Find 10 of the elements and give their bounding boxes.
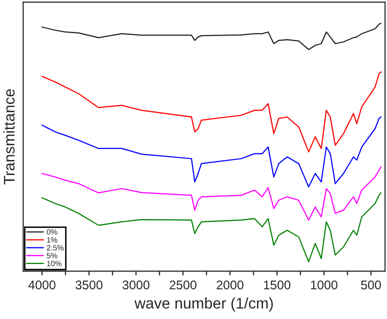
x-tick-label: 1000: [311, 280, 338, 290]
x-tick-label: 2000: [216, 280, 244, 290]
x-tick-label: 2500: [170, 280, 196, 290]
y-axis-title: Transmittance: [3, 89, 15, 184]
x-tick-label: 4000: [28, 280, 56, 290]
x-axis-title: wave number (1/cm): [134, 297, 273, 312]
x-tick-label: 1500: [264, 280, 290, 290]
x-tick-label: 3000: [122, 280, 150, 290]
x-tick-label: 3500: [76, 280, 102, 290]
x-tick-label: 500: [361, 280, 381, 290]
